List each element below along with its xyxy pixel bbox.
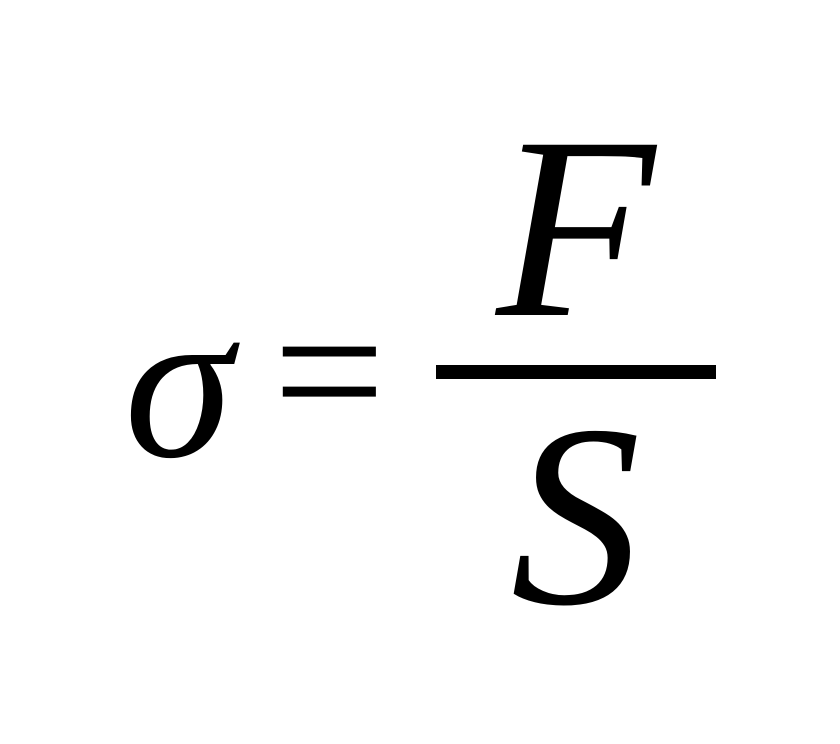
fraction: F S	[436, 111, 716, 633]
equals-sign: =	[273, 272, 386, 472]
denominator-area: S	[511, 379, 641, 633]
formula-container: σ = F S	[0, 0, 840, 744]
sigma-symbol: σ	[124, 272, 233, 492]
numerator-force: F	[496, 111, 655, 365]
stress-formula: σ = F S	[124, 111, 715, 633]
